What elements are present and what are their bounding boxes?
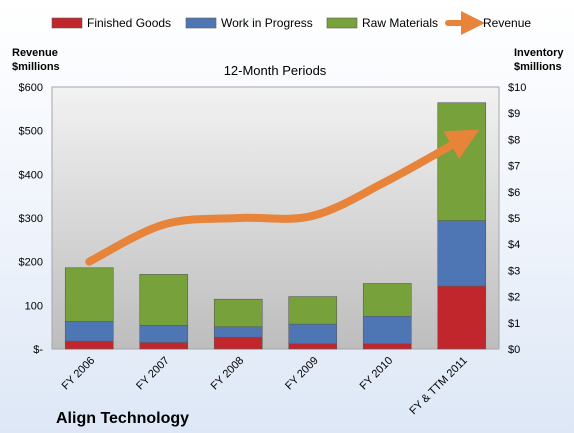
left-tick-label: 100 xyxy=(25,300,43,312)
right-tick-label: $3 xyxy=(508,265,520,277)
right-tick-label: $7 xyxy=(508,161,520,173)
left-tick-label: $300 xyxy=(19,213,43,225)
bar-segment-finished-goods xyxy=(362,343,412,350)
bar-segment-raw-materials xyxy=(139,274,189,326)
left-tick-label: $- xyxy=(33,344,43,356)
right-tick-label: $8 xyxy=(508,134,520,146)
left-axis-ticks: $- 100 $200 $300 $400 $500 $600 xyxy=(19,82,44,356)
bar-segment-work-in-progress xyxy=(213,326,263,338)
bar-segment-raw-materials xyxy=(362,283,412,317)
left-tick-label: $400 xyxy=(19,169,43,181)
bar-segment-raw-materials xyxy=(213,298,263,328)
right-axis-label-line1: Inventory xyxy=(514,47,564,59)
chart-title: 12-Month Periods xyxy=(224,63,327,78)
legend-swatch-work-in-progress xyxy=(185,17,217,29)
legend-label-revenue: Revenue xyxy=(483,16,531,30)
category-labels: FY 2006 FY 2007 FY 2008 FY 2009 FY 2010 FY & … xyxy=(60,355,470,418)
category-label: FY 2008 xyxy=(209,355,247,393)
right-tick-label: $4 xyxy=(508,239,520,251)
bar-segment-work-in-progress xyxy=(64,321,114,342)
right-axis-ticks: $0 $1 $2 $3 $4 $5 $6 $7 $8 $9 $10 xyxy=(508,82,526,356)
bar-segment-raw-materials xyxy=(437,102,487,221)
legend: Finished Goods Work in Progress Raw Materi… xyxy=(51,11,531,35)
left-tick-label: $600 xyxy=(19,82,43,94)
bar-segment-raw-materials xyxy=(288,296,338,325)
right-axis-label-line2: $millions xyxy=(514,61,562,73)
right-tick-label: $2 xyxy=(508,292,520,304)
category-label: FY 2006 xyxy=(60,355,98,393)
category-label: FY 2010 xyxy=(358,355,396,393)
right-tick-label: $10 xyxy=(508,82,526,94)
category-label: FY 2007 xyxy=(134,355,172,393)
right-tick-label: $5 xyxy=(508,213,520,225)
left-axis-label-line2: $millions xyxy=(12,61,60,73)
legend-swatch-finished-goods xyxy=(51,17,83,29)
revenue-line-layer xyxy=(85,129,480,266)
bar-stacks xyxy=(64,102,487,350)
bar-segment-work-in-progress xyxy=(139,325,189,343)
legend-label-raw-materials: Raw Materials xyxy=(362,16,438,30)
bar-segment-finished-goods xyxy=(437,285,487,350)
left-tick-label: $500 xyxy=(19,126,43,138)
revenue-line xyxy=(85,129,480,266)
category-label: FY & TTM 2011 xyxy=(407,355,470,418)
left-tick-label: $200 xyxy=(19,257,43,269)
category-label: FY 2009 xyxy=(283,355,321,393)
right-tick-label: $0 xyxy=(508,344,520,356)
right-tick-label: $1 xyxy=(508,318,520,330)
bar-segment-finished-goods xyxy=(64,340,114,350)
legend-swatch-raw-materials xyxy=(326,17,358,29)
legend-label-work-in-progress: Work in Progress xyxy=(221,16,313,30)
right-tick-label: $9 xyxy=(508,108,520,120)
bar-segment-finished-goods xyxy=(288,343,338,350)
bar-segment-finished-goods xyxy=(213,336,263,350)
right-tick-label: $6 xyxy=(508,187,520,199)
company-name: Align Technology xyxy=(56,410,189,427)
bar-segment-work-in-progress xyxy=(437,220,487,287)
bar-segment-raw-materials xyxy=(64,267,114,322)
bar-segment-work-in-progress xyxy=(288,323,338,345)
bar-segment-finished-goods xyxy=(139,342,189,350)
bar-segment-work-in-progress xyxy=(362,315,412,345)
legend-label-finished-goods: Finished Goods xyxy=(87,16,171,30)
left-axis-label-line1: Revenue xyxy=(12,47,58,59)
